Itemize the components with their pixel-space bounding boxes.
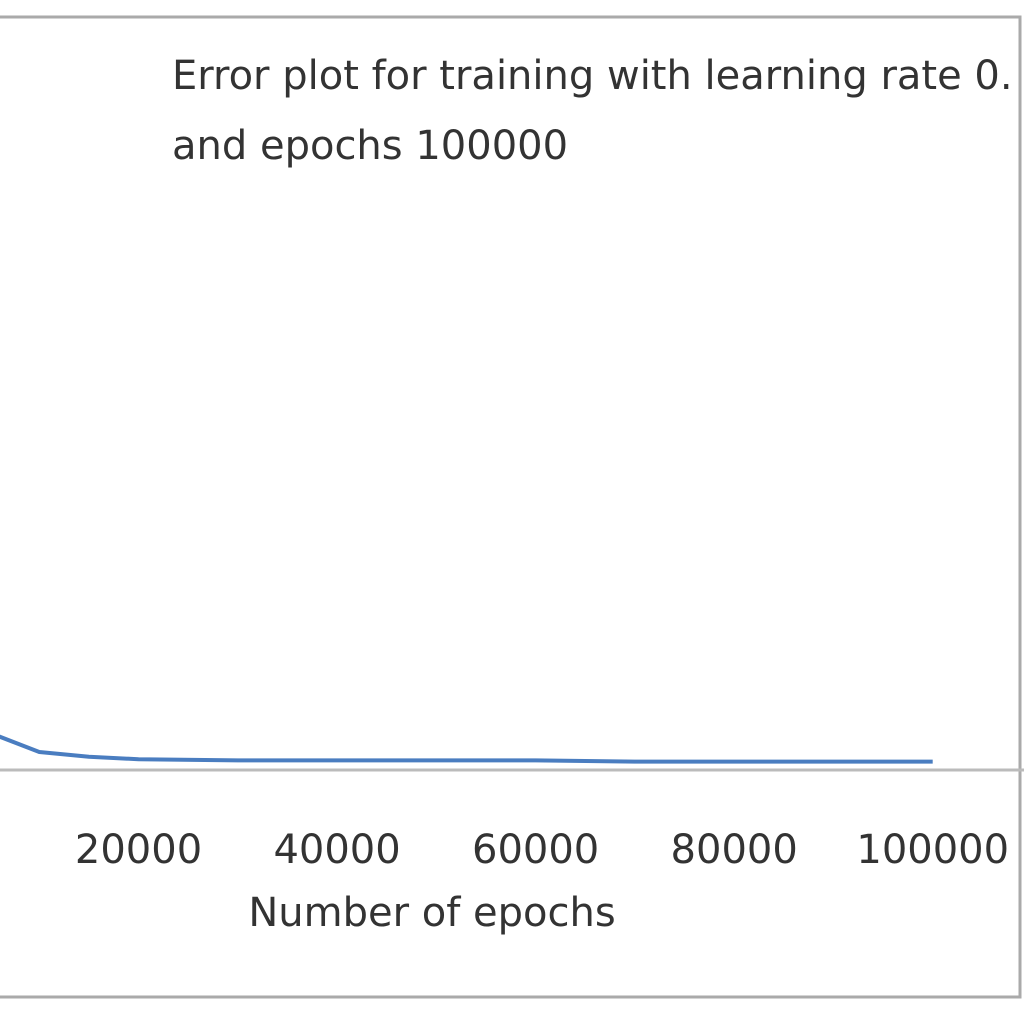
line-series <box>0 734 933 764</box>
x-tick-label: 40000 <box>273 827 400 873</box>
chart-title: Error plot for training with learning ra… <box>172 53 1013 99</box>
x-tick-label: 20000 <box>75 827 202 873</box>
chart-title: and epochs 100000 <box>172 123 568 169</box>
chart-frame <box>0 15 1022 999</box>
x-tick-label: 60000 <box>472 827 599 873</box>
x-tick-label: 100000 <box>856 827 1009 873</box>
x-tick-label: 80000 <box>671 827 798 873</box>
x-axis-title: Number of epochs <box>248 890 615 936</box>
